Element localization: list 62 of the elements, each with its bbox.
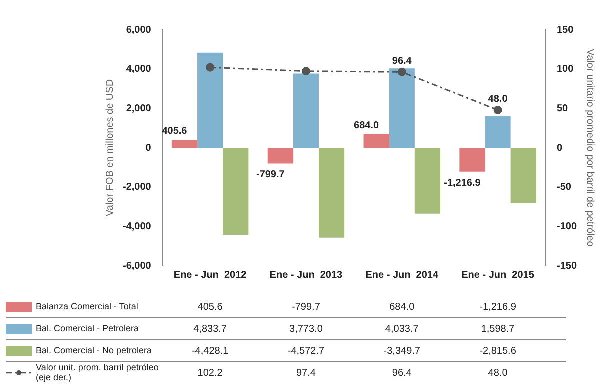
y2-tick-label: 150 [556, 24, 574, 36]
x-tick-label: Ene - Jun 2012 [174, 270, 248, 281]
data-label: 684.0 [390, 302, 416, 313]
data-label: -3,349.7 [384, 346, 421, 357]
bar [172, 140, 198, 148]
y-tick-label: 4,000 [126, 64, 152, 76]
annotation: 48.0 [488, 94, 508, 106]
data-label: 1,598.7 [481, 324, 516, 335]
annotation: -799.7 [256, 170, 286, 181]
data-label: 4,833.7 [194, 324, 228, 335]
bar [268, 148, 294, 164]
data-label: -4,572.7 [288, 346, 325, 357]
bar [414, 148, 440, 214]
point [206, 63, 215, 72]
bar [364, 134, 390, 148]
bar [198, 52, 224, 148]
y-axis-title: Valor FOB en millones de USD [104, 79, 116, 217]
y2-tick-label: -50 [556, 182, 572, 194]
y2-tick-label: 100 [556, 64, 574, 76]
bar [293, 74, 320, 148]
data-label: 3,773.0 [290, 324, 324, 335]
point [302, 67, 310, 76]
data-label: -1,216.9 [480, 302, 517, 313]
data-label: 48.0 [488, 368, 508, 379]
x-tick-label: Ene - Jun 2013 [270, 270, 344, 281]
bar [460, 148, 486, 172]
annotation: 405.6 [162, 126, 188, 138]
y2-tick-label: 50 [556, 103, 569, 114]
annotation: 684.0 [354, 120, 380, 132]
bar [223, 148, 249, 236]
point [494, 106, 502, 114]
data-label: 97.4 [296, 368, 316, 379]
bar [485, 116, 511, 148]
legend-label: Bal. Comercial - Petrolera [36, 323, 140, 334]
annotation: -1,216.9 [444, 178, 482, 189]
y2-tick-label: 0 [556, 142, 563, 154]
data-label: 102.2 [198, 368, 224, 379]
bar [510, 148, 536, 204]
legend-label: Bal. Comercial - No petrolera [36, 345, 152, 356]
y-tick-label: 0 [146, 142, 152, 154]
y-tick-label: -4,000 [122, 221, 152, 232]
y2-axis-title: Valor unitario promedio por barril de petróleo [584, 49, 596, 248]
data-label: -4,428.1 [192, 346, 230, 357]
bar [319, 148, 345, 238]
point [398, 68, 406, 76]
x-tick-label: Ene - Jun 2015 [462, 270, 535, 281]
legend-label: Valor unit. prom. barril petróleo (eje der.) [36, 362, 159, 382]
y2-tick-label: -100 [556, 221, 578, 232]
bar [389, 68, 415, 148]
y2-tick-label: -150 [556, 260, 578, 272]
y-tick-label: -2,000 [122, 182, 152, 194]
legend-label: Balanza Comercial - Total [36, 301, 138, 312]
y-tick-label: -6,000 [122, 260, 152, 272]
data-label: 96.4 [392, 368, 412, 379]
data-label: 4,033.7 [385, 324, 420, 335]
annotation: 96.4 [392, 56, 412, 68]
x-tick-label: Ene - Jun 2014 [366, 270, 439, 281]
y-tick-label: 6,000 [126, 24, 152, 36]
data-label: -2,815.6 [480, 346, 517, 357]
data-label: -799.7 [292, 302, 321, 313]
data-label: 405.6 [198, 302, 224, 313]
y-tick-label: 2,000 [126, 103, 152, 114]
